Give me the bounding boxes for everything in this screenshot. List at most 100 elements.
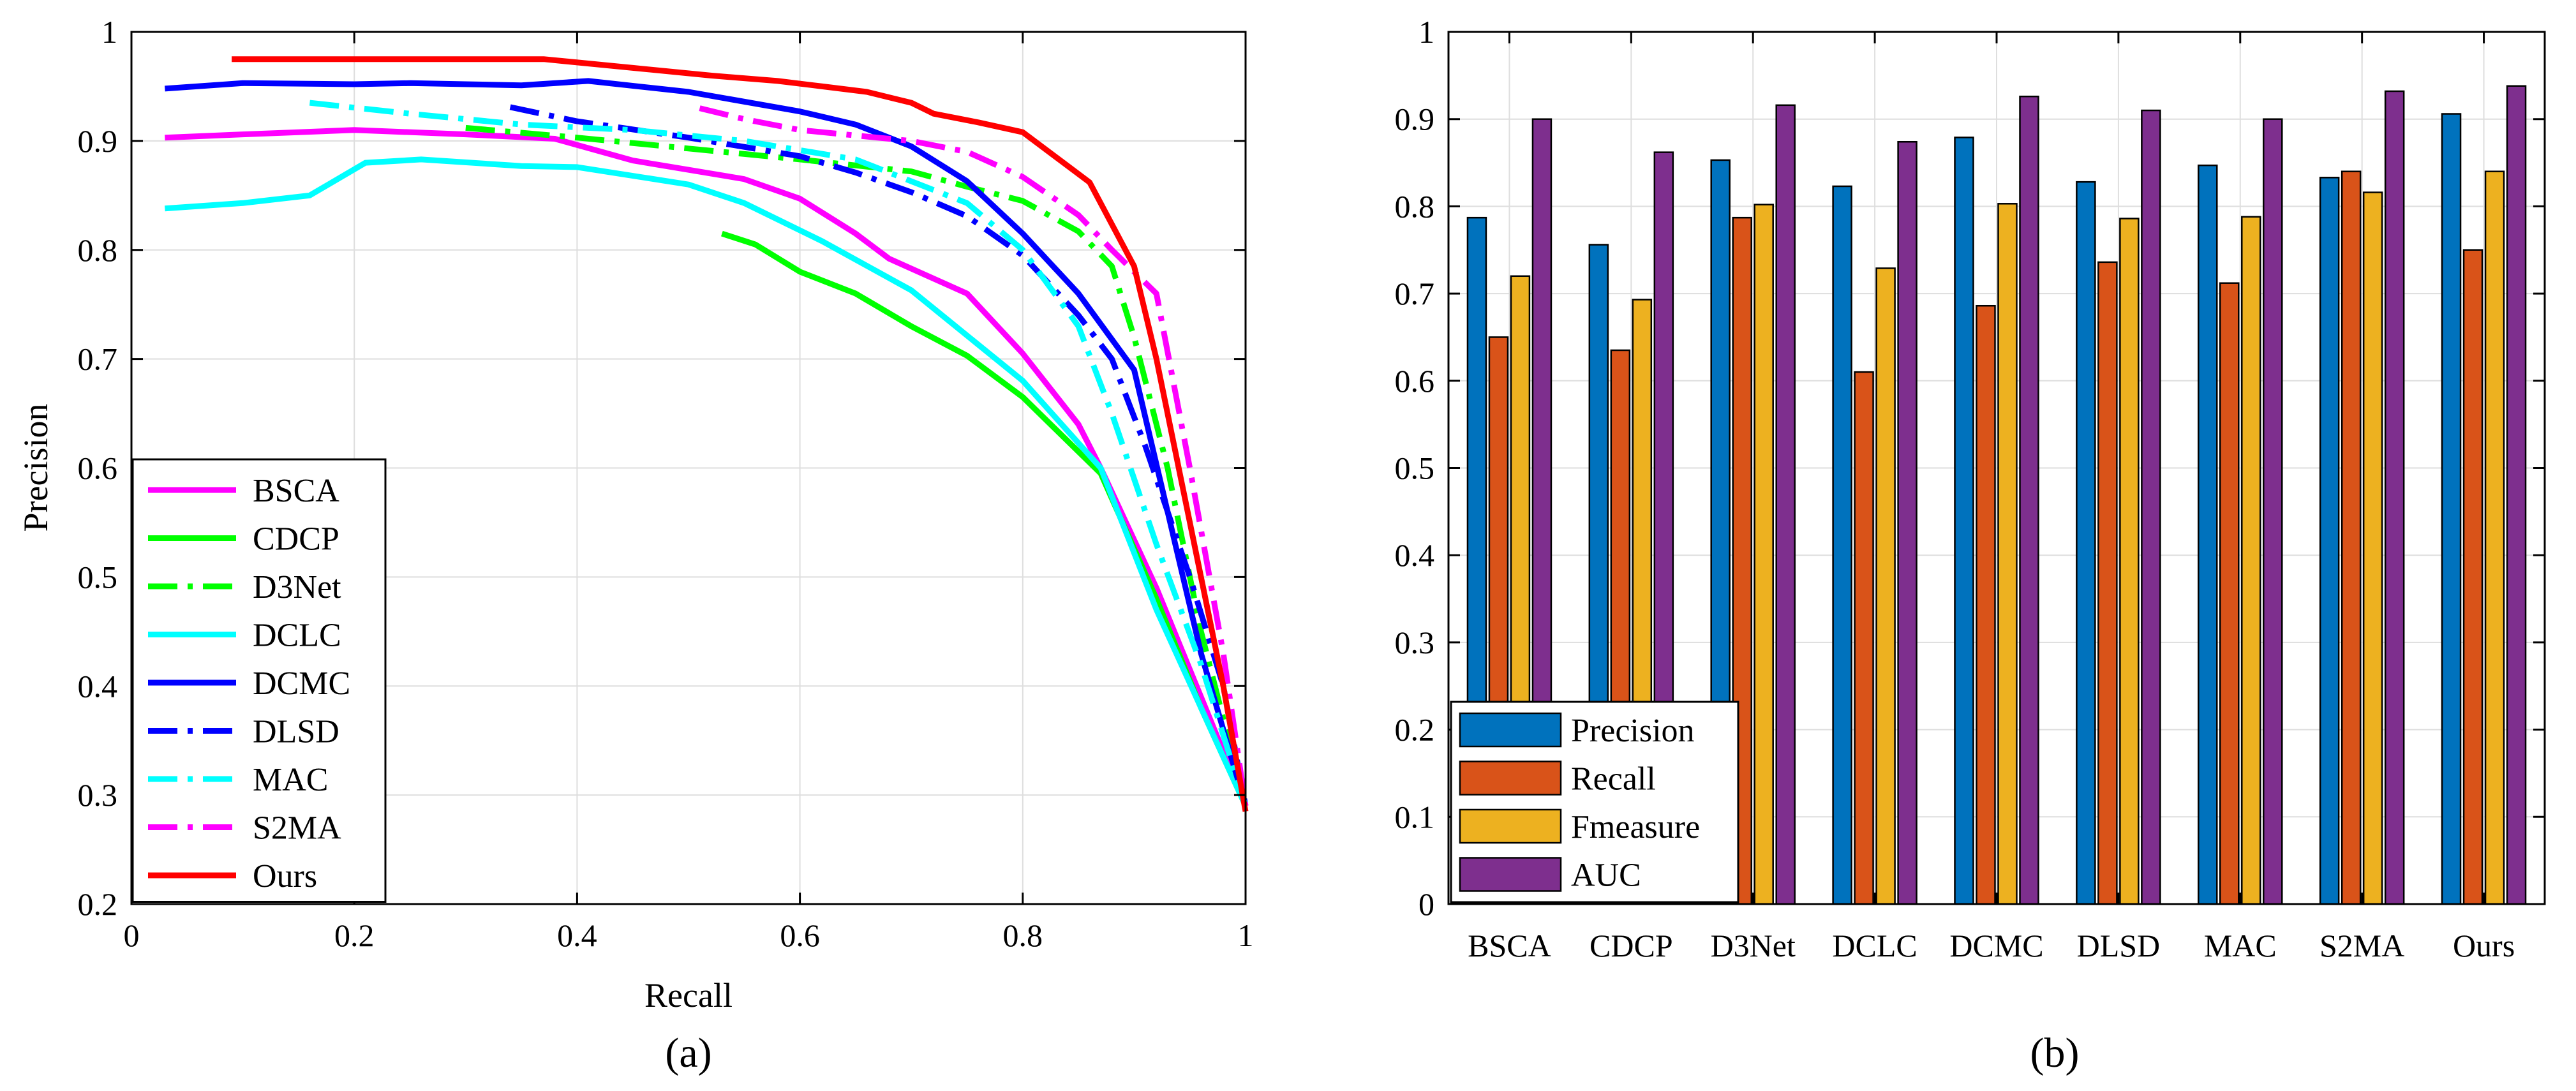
pr-x-tick-label: 0.8 [1003, 917, 1043, 953]
bar-fmeasure-dclc [1875, 267, 1896, 905]
bar-legend: Precision Recall Fmeasure AUC [1450, 701, 1739, 903]
bar-auc-d3net [1775, 104, 1796, 905]
bar-fmeasure-d3net [1753, 204, 1774, 905]
bar-y-tick-label: 0.3 [1395, 625, 1435, 660]
bar-y-tick-label: 1 [1418, 14, 1434, 50]
pr-y-axis-label: Precision [17, 404, 55, 532]
bar-precision-s2ma [2319, 177, 2340, 905]
bar-y-tick-label: 0.2 [1395, 712, 1435, 748]
bar-recall-s2ma [2341, 170, 2362, 905]
pr-legend-label: Ours [253, 858, 317, 894]
pr-x-tick-label: 0 [124, 917, 140, 953]
bar-category-label: DCMC [1949, 928, 2043, 963]
pr-y-tick-label: 0.3 [78, 777, 118, 813]
pr-y-tick-label: 0.2 [78, 886, 118, 922]
bar-y-tick-label: 0.6 [1395, 363, 1435, 399]
bar-fmeasure-s2ma [2362, 191, 2383, 905]
bar-auc-ours [2506, 85, 2527, 905]
bar-y-tick-label: 0.1 [1395, 799, 1435, 835]
bar-auc-mac [2263, 118, 2283, 905]
bar-y-tick-label: 0.5 [1395, 450, 1435, 486]
bar-precision-ours [2441, 113, 2462, 905]
pr-x-axis-label: Recall [644, 976, 733, 1014]
pr-curve-chart: 0 0.2 0.4 0.6 0.8 1 0.20.30.40.50.60.70.80.91… [17, 14, 1254, 1076]
bar-auc-dcmc [2019, 95, 2039, 905]
pr-y-tick-label: 1 [101, 14, 117, 50]
bar-category-label: D3Net [1711, 928, 1796, 963]
bar-category-labels: BSCA CDCP D3Net DCLC DCMC DLSD MAC S2MA Ours [1468, 928, 2515, 963]
pr-x-tick-label: 1 [1238, 917, 1254, 953]
bar-category-label: S2MA [2319, 928, 2404, 963]
pr-x-tick-label: 0.6 [780, 917, 820, 953]
pr-series-line-cdcp [721, 230, 1249, 808]
bar-fmeasure-mac [2241, 216, 2261, 905]
pr-series-line-mac [309, 100, 1249, 807]
bar-category-label: DCLC [1832, 928, 1917, 963]
pr-y-tick-label: 0.9 [78, 123, 118, 159]
pr-y-tick-label: 0.7 [78, 341, 118, 377]
bar-recall-dclc [1854, 371, 1874, 905]
bar-fmeasure-ours [2484, 170, 2505, 905]
pr-legend-label: D3Net [253, 569, 341, 605]
bar-y-tick-labels: 0 0.1 0.2 0.3 0.4 0.5 0.6 0.7 0.8 0.9 1 [1395, 14, 1435, 922]
metrics-bar-chart: BSCA CDCP D3Net DCLC DCMC DLSD MAC S2MA Ours 0 0.… [1395, 14, 2546, 1076]
bar-category-label: BSCA [1468, 928, 1551, 963]
bar-y-tick-label: 0 [1418, 886, 1434, 922]
bar-legend-swatch-recall [1459, 761, 1562, 796]
pr-series-line-dlsd [509, 104, 1249, 807]
bar-y-tick-label: 0.4 [1395, 537, 1435, 573]
bar-y-tick-label: 0.7 [1395, 276, 1435, 311]
bar-recall-ours [2462, 249, 2483, 905]
bar-category-label: Ours [2453, 928, 2515, 963]
pr-x-tick-label: 0.2 [334, 917, 375, 953]
pr-series-line-d3net [465, 124, 1249, 807]
bar-recall-mac [2219, 282, 2240, 905]
pr-series-line-s2ma [699, 105, 1249, 806]
bar-legend-swatch-precision [1459, 712, 1562, 748]
bar-auc-dlsd [2141, 109, 2161, 905]
bar-precision-dcmc [1954, 137, 1974, 905]
pr-legend-label: S2MA [253, 810, 341, 847]
bar-y-tick-label: 0.9 [1395, 101, 1435, 137]
pr-y-tick-label: 0.4 [78, 668, 118, 704]
pr-panel-label: (a) [665, 1030, 711, 1076]
bar-precision-dclc [1832, 185, 1852, 905]
pr-y-tick-label: 0.6 [78, 450, 118, 486]
bar-precision-dlsd [2076, 181, 2096, 905]
bar-fmeasure-dlsd [2119, 218, 2140, 905]
bar-auc-s2ma [2384, 90, 2405, 905]
bar-category-label: CDCP [1590, 928, 1673, 963]
bar-category-label: MAC [2204, 928, 2277, 963]
bar-legend-label: AUC [1571, 857, 1641, 894]
pr-series-lines [165, 56, 1249, 812]
bar-category-label: DLSD [2077, 928, 2161, 963]
bar-fmeasure-dcmc [1997, 203, 2018, 905]
bar-recall-dcmc [1976, 304, 1996, 905]
pr-y-tick-label: 0.8 [78, 232, 118, 268]
bar-legend-label: Fmeasure [1571, 809, 1700, 845]
bar-legend-label: Precision [1571, 713, 1695, 749]
bar-panel-label: (b) [2030, 1030, 2080, 1076]
bar-precision-mac [2198, 164, 2218, 905]
pr-legend-label: CDCP [253, 521, 339, 558]
pr-legend-label: DLSD [253, 714, 339, 750]
bar-recall-dlsd [2097, 261, 2118, 905]
pr-x-tick-labels: 0 0.2 0.4 0.6 0.8 1 [124, 917, 1254, 953]
pr-y-tick-labels: 0.2 0.3 0.4 0.5 0.6 0.7 0.8 0.9 1 [78, 14, 118, 922]
pr-legend-label: DCMC [253, 665, 350, 702]
pr-series-line-dclc [165, 156, 1249, 808]
pr-series-line-ours [232, 56, 1249, 812]
pr-legend-label: MAC [253, 762, 328, 798]
bar-legend-swatch-fmeasure [1459, 808, 1562, 844]
pr-x-tick-label: 0.4 [557, 917, 597, 953]
bar-auc-dclc [1897, 140, 1917, 905]
bar-y-tick-label: 0.8 [1395, 188, 1435, 224]
pr-legend-label: DCLC [253, 618, 341, 654]
bar-legend-swatch-auc [1459, 857, 1562, 892]
bar-legend-label: Recall [1571, 761, 1656, 798]
pr-series-line-dcmc [165, 78, 1249, 807]
pr-legend-label: BSCA [253, 473, 339, 509]
pr-y-tick-label: 0.5 [78, 559, 118, 595]
pr-legend: BSCA CDCP D3Net DCLC DCMC DLSD MAC S2MA Ours [131, 458, 387, 903]
